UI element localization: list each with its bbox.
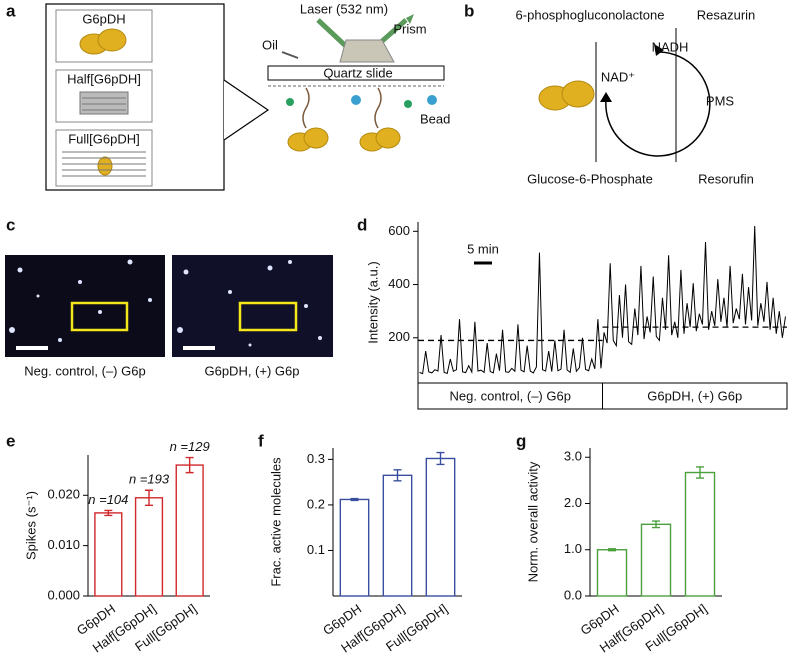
callout-pointer	[223, 79, 270, 141]
bar	[684, 471, 716, 597]
sample-size: n =104	[88, 492, 128, 507]
panel-b: 6-phosphogluconolactone Glucose-6-Phosph…	[516, 7, 756, 186]
oil-label: Oil	[262, 37, 278, 52]
sample-size: n =129	[170, 439, 210, 454]
time-scale-label: 5 min	[467, 241, 499, 256]
arrow-head	[600, 92, 612, 102]
resorufin-label: Resorufin	[698, 171, 754, 186]
oil-drop	[281, 51, 299, 59]
y-axis-label: Spikes (s⁻¹)	[23, 491, 38, 560]
error-bar	[393, 469, 402, 482]
bar	[382, 474, 413, 597]
panel-c: Neg. control, (–) G6p G6pDH, (+) G6p	[5, 255, 333, 378]
arrow-head	[406, 14, 414, 24]
bar	[175, 464, 204, 597]
quartz-slide	[267, 65, 445, 81]
error-bar	[185, 456, 194, 474]
y-tick-label: 1.0	[564, 541, 582, 556]
y-axis-label: Frac. active molecules	[268, 457, 283, 587]
error-bar	[652, 520, 660, 529]
scale-bar	[183, 346, 215, 350]
trace	[419, 225, 786, 375]
tether	[302, 87, 382, 129]
bar	[134, 497, 164, 597]
dna-origami	[62, 91, 146, 177]
nad-label: NAD⁺	[601, 69, 635, 84]
y-tick-label: 0.020	[47, 487, 80, 502]
product-label: 6-phosphogluconolactone	[516, 7, 665, 22]
nadh-label: NADH	[652, 39, 689, 54]
panel-letter: c	[6, 215, 15, 234]
inset-label: Half[G6pDH]	[67, 71, 141, 86]
bar	[596, 549, 628, 597]
prism	[339, 39, 395, 63]
bar	[425, 457, 456, 597]
panel-letter: b	[464, 1, 474, 20]
panel-letter: e	[6, 431, 15, 450]
cycle-arrow	[605, 51, 711, 157]
inset-label: G6pDH	[82, 11, 125, 26]
error-bar	[696, 466, 704, 479]
panel-letter: g	[516, 431, 526, 450]
image-caption: G6pDH, (+) G6p	[204, 363, 299, 378]
condition-label: Neg. control, (–) G6p	[450, 388, 571, 403]
sample-size: n =193	[129, 472, 170, 487]
y-tick-label: 0.1	[307, 542, 325, 557]
scale-bar	[16, 346, 48, 350]
y-tick-label: 0.2	[307, 496, 325, 511]
slide-label: Quartz slide	[323, 65, 392, 80]
y-tick-label: 600	[388, 223, 410, 238]
panel-letter: a	[6, 1, 16, 20]
y-tick-label: 0.0	[564, 587, 582, 602]
bead-label: Bead	[420, 111, 450, 126]
error-bar	[104, 509, 113, 517]
inset-label: Full[G6pDH]	[68, 131, 140, 146]
arrow-head	[654, 44, 664, 56]
bar	[640, 523, 672, 597]
substrate-label: Glucose-6-Phosphate	[527, 171, 653, 186]
y-tick-label: 400	[388, 276, 410, 291]
error-bar	[436, 451, 445, 466]
y-tick-label: 2.0	[564, 495, 582, 510]
resazurin-label: Resazurin	[697, 7, 756, 22]
image-caption: Neg. control, (–) G6p	[24, 363, 145, 378]
panel-a: G6pDH Half[G6pDH] Full[G6pDH] Laser (532…	[45, 1, 595, 191]
bead	[351, 95, 437, 105]
y-tick-label: 0.3	[307, 451, 325, 466]
protein-icon	[79, 28, 595, 176]
pms-label: PMS	[706, 93, 735, 108]
condition-label: G6pDH, (+) G6p	[647, 388, 742, 403]
y-tick-label: 0.000	[47, 587, 80, 602]
laser-label: Laser (532 nm)	[300, 1, 388, 16]
micrograph	[5, 255, 165, 357]
y-axis-label: Intensity (a.u.)	[365, 261, 380, 343]
panel-letter: d	[357, 215, 367, 234]
spots	[9, 259, 322, 347]
y-tick-label: 3.0	[564, 449, 582, 464]
y-axis-label: Norm. overall activity	[525, 461, 540, 582]
prism-label: Prism	[393, 21, 426, 36]
y-tick-label: 200	[388, 329, 410, 344]
fluorophore	[286, 98, 412, 108]
region-box	[238, 301, 298, 332]
y-tick-label: 0.010	[47, 537, 80, 552]
inset-box	[55, 9, 153, 63]
panel-letter: f	[258, 431, 264, 450]
micrograph	[172, 255, 333, 357]
region-box	[70, 301, 129, 332]
error-bar	[145, 489, 153, 507]
error-bar	[608, 548, 616, 552]
bar	[94, 512, 123, 597]
bar	[339, 498, 370, 597]
error-bar	[350, 497, 359, 502]
